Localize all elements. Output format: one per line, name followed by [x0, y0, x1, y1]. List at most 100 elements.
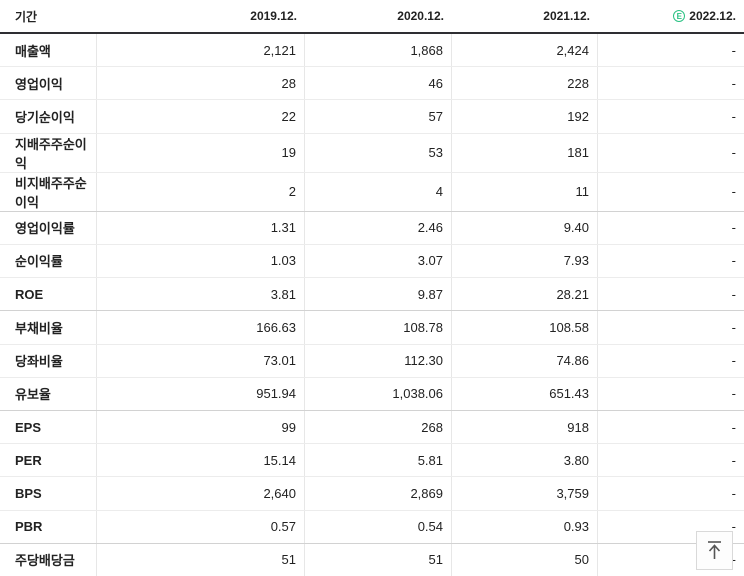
cell-value: - [731, 42, 736, 58]
cell-value: 53 [305, 133, 452, 172]
row-label: EPS [0, 410, 97, 444]
cell-value: 951.94 [97, 377, 305, 410]
cell-value: 3.07 [305, 244, 452, 278]
table-row: BPS 2,640 2,869 3,759 - [0, 476, 744, 510]
table-row: PBR 0.57 0.54 0.93 - [0, 509, 744, 543]
cell-value: - [731, 386, 736, 402]
scroll-to-top-button[interactable] [696, 531, 733, 570]
cell-value: 3,759 [452, 477, 598, 510]
cell-value: - [731, 486, 736, 502]
table-row: 순이익률 1.03 3.07 7.93 - [0, 243, 744, 278]
cell-value: 9.87 [305, 278, 452, 311]
cell-value: 2,640 [97, 477, 305, 510]
cell-value: - [731, 109, 736, 125]
row-label: PER [0, 444, 97, 477]
cell-value: 28 [97, 67, 305, 100]
row-label: 영업이익률 [0, 211, 97, 244]
cell-value: 2,869 [305, 477, 452, 510]
cell-value: 22 [97, 100, 305, 133]
cell-value: 57 [305, 100, 452, 133]
arrow-up-to-line-icon [706, 540, 723, 561]
row-label: 유보율 [0, 377, 97, 410]
cell-value: - [731, 75, 736, 91]
cell-value: - [731, 253, 736, 269]
cell-value: 73.01 [97, 344, 305, 377]
cell-value: 108.78 [305, 311, 452, 344]
cell-value: 918 [452, 410, 598, 444]
circled-e-icon: E [673, 10, 686, 22]
row-label: 당기순이익 [0, 100, 97, 133]
table-row: 유보율 951.94 1,038.06 651.43 - [0, 376, 744, 410]
row-label: 당좌비율 [0, 344, 97, 377]
column-header-2020-12: 2020.12. [397, 9, 444, 23]
cell-value: 1.31 [97, 211, 305, 244]
cell-value: 28.21 [452, 278, 598, 311]
period-column-header: 기간 [15, 9, 38, 24]
table-row: 당기순이익 22 57 192 - [0, 99, 744, 133]
cell-value: 0.54 [305, 510, 452, 543]
table-row: 부채비율 166.63 108.78 108.58 - [0, 310, 744, 344]
cell-value: 11 [452, 172, 598, 211]
cell-value: - [731, 184, 736, 200]
cell-value: 9.40 [452, 211, 598, 244]
cell-value: 192 [452, 100, 598, 133]
row-label: BPS [0, 477, 97, 510]
table-row: 비지배주주순이익 2 4 11 - [0, 171, 744, 211]
cell-value: 7.93 [452, 244, 598, 278]
cell-value: 19 [97, 133, 305, 172]
table-row: 당좌비율 73.01 112.30 74.86 - [0, 343, 744, 377]
cell-value: 50 [452, 543, 598, 576]
table-row: 매출액 2,121 1,868 2,424 - [0, 34, 744, 67]
cell-value: 268 [305, 410, 452, 444]
cell-value: - [731, 552, 736, 568]
row-label: 주당배당금 [0, 543, 97, 576]
table-header-row: 기간 2019.12. 2020.12. 2021.12. E 2022.12. [0, 0, 744, 34]
table-row: ROE 3.81 9.87 28.21 - [0, 277, 744, 311]
cell-value: 228 [452, 67, 598, 100]
cell-value: 51 [305, 543, 452, 576]
cell-value: 51 [97, 543, 305, 576]
cell-value: - [731, 452, 736, 468]
column-header-2022-12-estimate: E 2022.12. [598, 0, 744, 32]
table-row: 영업이익 28 46 228 - [0, 66, 744, 100]
cell-value: - [731, 519, 736, 535]
column-header-label: 2022.12. [689, 9, 736, 23]
cell-value: - [731, 286, 736, 302]
cell-value: 46 [305, 67, 452, 100]
cell-value: 651.43 [452, 377, 598, 410]
row-label: 비지배주주순이익 [0, 172, 97, 211]
cell-value: - [731, 145, 736, 161]
table-row: 주당배당금 51 51 50 - [0, 542, 744, 576]
table-row: EPS 99 268 918 - [0, 409, 744, 444]
cell-value: 2.46 [305, 211, 452, 244]
row-label: 순이익률 [0, 244, 97, 278]
cell-value: 1,868 [305, 34, 452, 67]
cell-value: 108.58 [452, 311, 598, 344]
cell-value: 0.57 [97, 510, 305, 543]
cell-value: 181 [452, 133, 598, 172]
cell-value: 1,038.06 [305, 377, 452, 410]
row-label: PBR [0, 510, 97, 543]
cell-value: 0.93 [452, 510, 598, 543]
column-header-2019-12: 2019.12. [250, 9, 297, 23]
row-label: 매출액 [0, 34, 97, 67]
cell-value: 2,121 [97, 34, 305, 67]
cell-value: - [731, 419, 736, 435]
table-row: PER 15.14 5.81 3.80 - [0, 443, 744, 477]
cell-value: - [731, 353, 736, 369]
row-label: ROE [0, 278, 97, 311]
cell-value: 5.81 [305, 444, 452, 477]
cell-value: 166.63 [97, 311, 305, 344]
cell-value: 3.80 [452, 444, 598, 477]
cell-value: 3.81 [97, 278, 305, 311]
cell-value: 112.30 [305, 344, 452, 377]
cell-value: 2 [97, 172, 305, 211]
cell-value: 99 [97, 410, 305, 444]
cell-value: 15.14 [97, 444, 305, 477]
cell-value: 2,424 [452, 34, 598, 67]
table-row: 영업이익률 1.31 2.46 9.40 - [0, 210, 744, 244]
table-row: 지배주주순이익 19 53 181 - [0, 132, 744, 172]
column-header-2021-12: 2021.12. [543, 9, 590, 23]
cell-value: - [731, 220, 736, 236]
